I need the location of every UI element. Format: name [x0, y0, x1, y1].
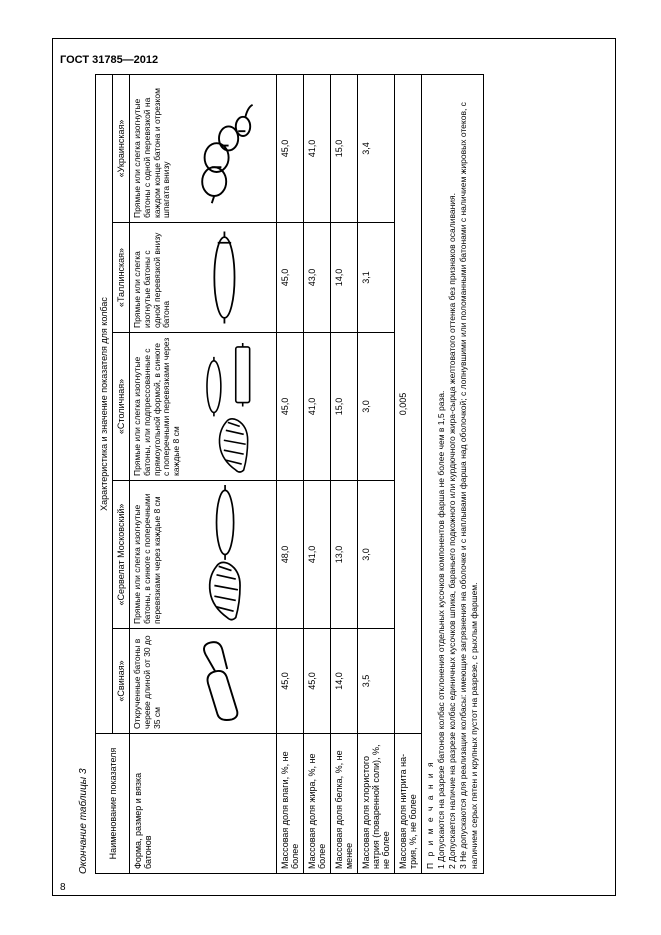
col-stol: «Столичная»: [113, 333, 130, 481]
col-svin: «Свиная»: [113, 629, 130, 734]
row-label: Массовая доля нитрита на­трия, %, не бол…: [395, 734, 422, 874]
row-label: Массовая доля жира, %, не более: [304, 734, 331, 874]
cell: 15,0: [331, 333, 358, 481]
cell: 41,0: [304, 481, 331, 629]
shape-desc: Прямые или слегка изо­гнутые батоны, в с…: [133, 485, 162, 624]
table-caption: Окончание таблицы 3: [78, 76, 89, 874]
note-item: 3 Не допускаются для реализации колбасы:…: [458, 102, 479, 869]
row-label: Массовая доля хлористого натрия (поварен…: [358, 734, 395, 874]
col-tall: «Таллинская»: [113, 223, 130, 333]
sausage-icon: [176, 227, 273, 328]
rotated-content: Окончание таблицы 3 Наименование показат…: [78, 76, 598, 874]
cell: 3,0: [358, 333, 395, 481]
cell: 15,0: [331, 74, 358, 222]
cell: 14,0: [331, 223, 358, 333]
cell: 3,4: [358, 74, 395, 222]
shape-cell-stol: Прямые или слегка изогну­тые батоны, или…: [130, 333, 277, 481]
col-serv: «Сервелат Московский»: [113, 481, 130, 629]
shape-desc: Прямые или слегка изогну­тые батоны, или…: [133, 337, 182, 476]
shape-cell-ukr: Прямые или слегка изо­гнутые батоны с од…: [130, 74, 277, 222]
shape-desc: Прямые или слегка изогнутые батоны с одн…: [133, 227, 172, 328]
shape-cell-tall: Прямые или слегка изогнутые батоны с одн…: [130, 223, 277, 333]
sausage-icon: [186, 337, 273, 476]
cell: 14,0: [331, 629, 358, 734]
cell: 41,0: [304, 333, 331, 481]
sausage-icon: [166, 633, 273, 729]
sausage-icon: [176, 79, 273, 218]
cell: 45,0: [277, 74, 304, 222]
cell: 43,0: [304, 223, 331, 333]
cell: 45,0: [277, 223, 304, 333]
cell: 48,0: [277, 481, 304, 629]
cell: 45,0: [277, 333, 304, 481]
cell: 3,0: [358, 481, 395, 629]
note-item: 1 Допускаются на разрезе батонов колбас …: [436, 391, 446, 869]
cell: 3,5: [358, 629, 395, 734]
cell: 45,0: [277, 629, 304, 734]
group-header: Характеристика и значение показателя для…: [96, 74, 113, 733]
notes-cell: П р и м е ч а н и я 1 Допускаются на раз…: [422, 74, 484, 873]
cell: 45,0: [304, 629, 331, 734]
param-header: Наименование показателя: [96, 734, 130, 874]
row-label: Массовая доля белка, %, не менее: [331, 734, 358, 874]
row-label: Массовая доля влаги, %, не более: [277, 734, 304, 874]
shape-cell-svin: Откручен­ные бато­ны в череве дли­ной от…: [130, 629, 277, 734]
sausage-icon: [166, 485, 273, 624]
shape-desc: Прямые или слегка изо­гнутые батоны с од…: [133, 79, 172, 218]
note-item: 2 Допускается наличие на разрезе колбас …: [447, 193, 457, 869]
cell: 0,005: [395, 74, 422, 733]
doc-header: ГОСТ 31785—2012: [60, 54, 158, 66]
notes-title: П р и м е ч а н и я: [425, 760, 435, 869]
shape-desc: Откручен­ные бато­ны в череве дли­ной от…: [133, 633, 162, 729]
cell: 41,0: [304, 74, 331, 222]
col-ukr: «Украинская»: [113, 74, 130, 222]
shape-row-label: Форма, размер и вязка батонов: [130, 734, 277, 874]
cell: 3,1: [358, 223, 395, 333]
shape-cell-serv: Прямые или слегка изо­гнутые батоны, в с…: [130, 481, 277, 629]
page: ГОСТ 31785—2012 8 Окончание таблицы 3 На…: [0, 0, 661, 935]
cell: 13,0: [331, 481, 358, 629]
main-table: Наименование показателя Характеристика и…: [95, 74, 484, 874]
page-number: 8: [60, 882, 66, 893]
